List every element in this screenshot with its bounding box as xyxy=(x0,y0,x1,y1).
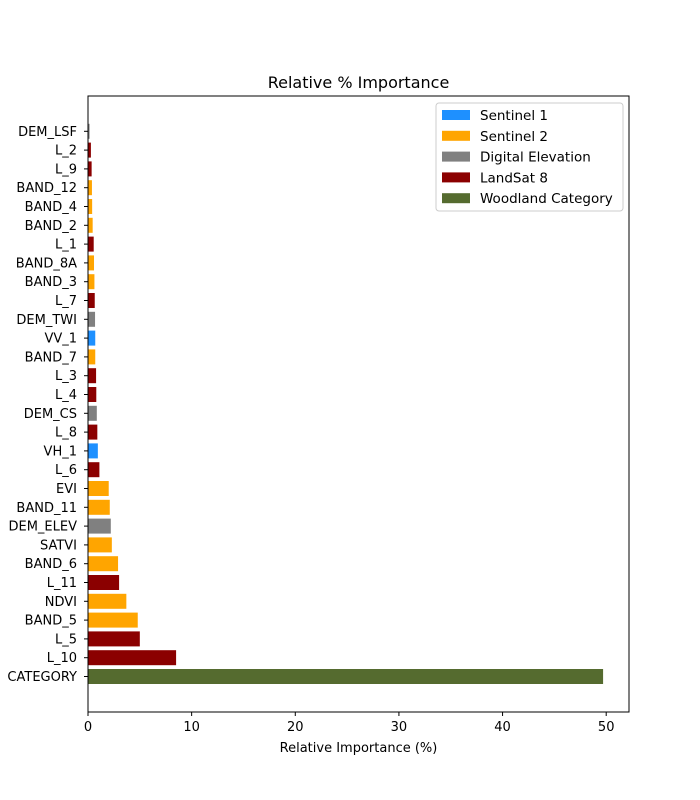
bar-ndvi xyxy=(88,593,127,609)
x-tick-label: 20 xyxy=(287,720,304,735)
bar-l-9 xyxy=(88,161,92,177)
y-tick-label: BAND_2 xyxy=(25,219,77,234)
y-tick-label: DEM_CS xyxy=(24,407,77,422)
plot-frame xyxy=(87,95,630,713)
legend-box xyxy=(435,102,624,212)
y-tick-label: L_3 xyxy=(55,369,77,384)
legend-swatch xyxy=(442,172,470,183)
bar-dem-elev xyxy=(88,518,111,534)
bar-dem-twi xyxy=(88,311,96,327)
bar-band-6 xyxy=(88,556,119,572)
y-tick-label: EVI xyxy=(56,482,77,497)
legend-swatch xyxy=(442,130,470,141)
y-tick-label: BAND_7 xyxy=(25,350,77,365)
y-tick-label: BAND_3 xyxy=(25,275,77,290)
y-tick-label: DEM_LSF xyxy=(18,125,77,140)
bar-band-4 xyxy=(88,199,93,214)
y-tick-label: BAND_5 xyxy=(25,614,77,629)
bar-vh-1 xyxy=(88,443,98,459)
y-tick-label: L_5 xyxy=(55,632,77,647)
y-tick-label: L_7 xyxy=(55,294,77,309)
bar-l-11 xyxy=(88,575,120,590)
bar-l-7 xyxy=(88,293,95,308)
x-axis-label: Relative Importance (%) xyxy=(280,741,438,756)
x-tick-label: 40 xyxy=(494,720,511,735)
legend-entry: LandSat 8 xyxy=(480,170,548,186)
y-tick-label: VH_1 xyxy=(44,444,77,459)
y-tick-label: BAND_8A xyxy=(16,256,77,271)
y-tick-label: BAND_12 xyxy=(16,181,77,196)
legend-swatch xyxy=(442,110,470,120)
bar-dem-lsf xyxy=(88,123,90,139)
bar-evi xyxy=(88,481,109,496)
y-tick-label: BAND_6 xyxy=(25,557,77,572)
x-tick-label: 10 xyxy=(183,720,200,735)
legend-entry: Woodland Category xyxy=(480,191,613,207)
legend-swatch xyxy=(442,151,470,162)
bar-l-3 xyxy=(88,368,97,384)
bar-band-2 xyxy=(88,217,93,233)
y-tick-label: L_11 xyxy=(47,576,77,591)
bar-satvi xyxy=(88,537,112,553)
y-tick-label: BAND_11 xyxy=(16,501,77,516)
bars-group xyxy=(88,123,604,684)
legend-entry: Sentinel 1 xyxy=(480,108,548,124)
bar-category xyxy=(88,669,604,684)
y-tick-label: L_8 xyxy=(55,426,77,441)
y-tick-label: L_10 xyxy=(47,651,77,666)
legend-entry: Sentinel 2 xyxy=(480,129,548,145)
bar-band-11 xyxy=(88,499,110,515)
x-tick-label: 0 xyxy=(84,720,92,735)
x-tick-label: 30 xyxy=(391,720,408,735)
legend: Sentinel 1 Sentinel 2 Digital Elevation Lan… xyxy=(435,102,624,212)
x-axis-ticks: 0 10 20 30 40 50 xyxy=(84,712,615,735)
y-tick-label: L_9 xyxy=(55,162,77,177)
bar-l-10 xyxy=(88,650,177,666)
y-tick-label: NDVI xyxy=(45,595,77,610)
y-tick-label: L_4 xyxy=(55,388,77,403)
legend-entry: Digital Elevation xyxy=(480,150,591,166)
bar-band-3 xyxy=(88,274,95,290)
bar-l-6 xyxy=(88,462,100,478)
y-axis-ticks: CATEGORY L_10 L_5 BAND_5 NDVI L_11 BAND_6 SATVI… xyxy=(7,125,88,685)
chart-title: Relative % Importance xyxy=(268,73,450,92)
x-tick-label: 50 xyxy=(598,720,615,735)
bar-vv-1 xyxy=(88,330,96,346)
y-tick-label: L_6 xyxy=(55,463,77,478)
bar-l-4 xyxy=(88,387,97,402)
bar-l-8 xyxy=(88,424,98,440)
bar-band-12 xyxy=(88,180,92,196)
y-tick-label: CATEGORY xyxy=(7,670,77,685)
bar-band-5 xyxy=(88,612,138,628)
y-tick-label: SATVI xyxy=(40,538,77,553)
bar-dem-cs xyxy=(88,405,97,421)
y-tick-label: DEM_ELEV xyxy=(8,520,77,535)
y-tick-label: VV_1 xyxy=(44,332,77,347)
bar-l-5 xyxy=(88,631,140,647)
y-tick-label: BAND_4 xyxy=(25,200,77,215)
bar-band-8a xyxy=(88,255,95,271)
bar-l-2 xyxy=(88,142,91,158)
y-tick-label: L_1 xyxy=(55,238,77,253)
bar-l-1 xyxy=(88,236,94,252)
y-tick-label: L_2 xyxy=(55,144,77,159)
y-tick-label: DEM_TWI xyxy=(16,313,77,328)
legend-swatch xyxy=(442,193,470,204)
bar-band-7 xyxy=(88,349,96,365)
